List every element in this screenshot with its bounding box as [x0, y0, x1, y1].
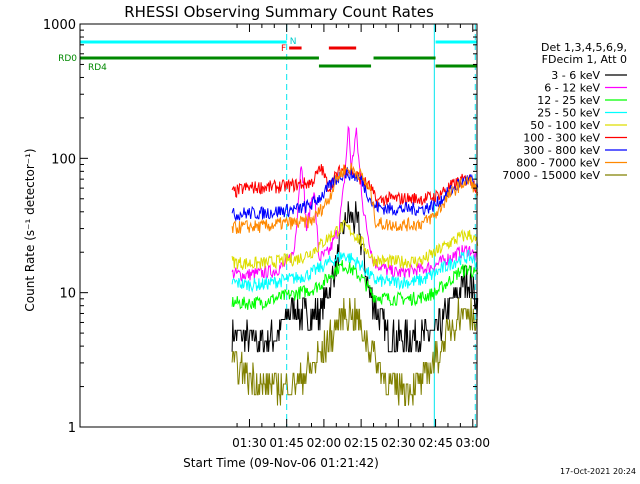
x-tick-label: 01:30: [232, 436, 267, 450]
legend-entry-label: 7000 - 15000 keV: [502, 169, 600, 182]
y-tick-label: 10: [59, 287, 76, 302]
x-tick-label: 01:45: [269, 436, 304, 450]
series-line-8: [231, 297, 478, 406]
x-tick-label: 02:45: [418, 436, 453, 450]
legend-entry-label: 300 - 800 keV: [523, 144, 600, 157]
legend: Det 1,3,4,5,6,9,FDecim 1, Att 0 3 - 6 keV…: [502, 41, 627, 182]
series-line-3: [231, 249, 478, 293]
night-flag-label: N: [290, 37, 297, 47]
legend-entry-label: 50 - 100 keV: [530, 119, 600, 132]
x-tick-label: 03:00: [455, 436, 490, 450]
series-line-7: [231, 162, 479, 234]
series-line-0: [231, 201, 479, 353]
y-axis-label: Count Rate (s⁻¹ detector⁻¹): [23, 148, 37, 311]
series-line-6: [231, 166, 479, 222]
y-tick-label: 1000: [43, 18, 76, 33]
series-line-1: [231, 125, 478, 282]
legend-header: FDecim 1, Att 0: [542, 53, 627, 66]
x-tick-label: 02:30: [381, 436, 416, 450]
series-layer: [231, 125, 479, 406]
legend-entry-label: 800 - 7000 keV: [516, 157, 600, 170]
axes: 01:30 01:45 02:00 02:15 02:30 02:45 03:00 1 10 10…: [43, 18, 490, 450]
series-line-4: [231, 219, 479, 270]
rd0-flag-label: RD0: [58, 54, 77, 64]
flag-annotations: NF RD0 RD4: [58, 24, 477, 427]
legend-entry-label: 3 - 6 keV: [551, 69, 600, 82]
legend-entry-label: 25 - 50 keV: [537, 107, 600, 120]
legend-entry-label: 100 - 300 keV: [523, 132, 600, 145]
rd4-flag-label: RD4: [88, 63, 107, 73]
flare-flag-label: F: [281, 44, 286, 54]
legend-header: Det 1,3,4,5,6,9,: [541, 41, 627, 54]
y-tick-label: 1: [68, 421, 76, 436]
date-stamp: 17-Oct-2021 20:24: [560, 467, 636, 476]
plot-frame: [79, 23, 478, 428]
x-axis-label: Start Time (09-Nov-06 01:21:42): [183, 456, 379, 470]
x-tick-label: 02:00: [307, 436, 342, 450]
x-tick-label: 02:15: [344, 436, 379, 450]
legend-entry-label: 6 - 12 keV: [544, 82, 600, 95]
chart-title: RHESSI Observing Summary Count Rates: [124, 3, 434, 21]
y-tick-label: 100: [51, 152, 76, 167]
series-line-2: [231, 260, 479, 311]
legend-entry-label: 12 - 25 keV: [537, 94, 600, 107]
